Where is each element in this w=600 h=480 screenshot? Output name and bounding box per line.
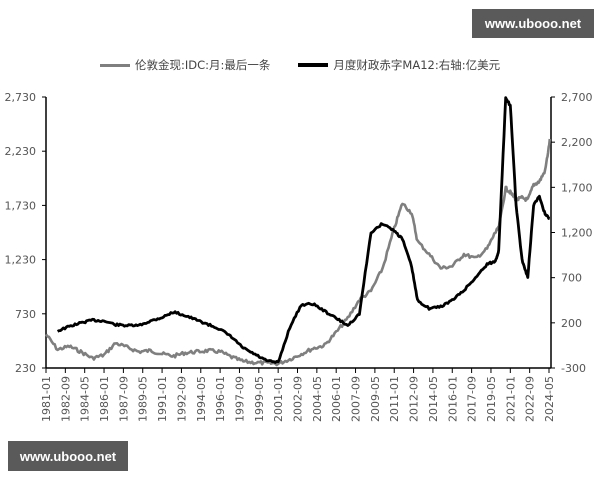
left-tick-label: 730 xyxy=(15,308,36,321)
x-tick-label: 1997-09 xyxy=(233,376,246,422)
x-tick-label: 1999-05 xyxy=(253,376,266,422)
x-tick-label: 2016-01 xyxy=(446,376,459,422)
right-tick-label: 2,200 xyxy=(561,136,593,149)
legend-label-deficit: 月度财政赤字MA12:右轴:亿美元 xyxy=(333,58,501,72)
right-tick-label: 1,200 xyxy=(561,227,593,240)
right-tick-label: 2,700 xyxy=(561,91,593,104)
x-tick-label: 1992-09 xyxy=(175,376,188,422)
x-tick-label: 1982-09 xyxy=(59,376,72,422)
x-tick-label: 1994-05 xyxy=(195,376,208,422)
x-tick-label: 1986-01 xyxy=(98,376,111,422)
legend-swatch-deficit xyxy=(298,63,329,67)
left-tick-label: 230 xyxy=(15,362,36,375)
x-tick-label: 2001-01 xyxy=(272,376,285,422)
gold-price-line xyxy=(44,138,552,367)
x-tick-label: 1996-01 xyxy=(214,376,227,422)
x-tick-label: 2021-01 xyxy=(504,376,517,422)
left-tick-label: 2,730 xyxy=(5,91,37,104)
x-tick-label: 1987-09 xyxy=(117,376,130,422)
fiscal-deficit-line xyxy=(56,96,551,364)
left-tick-label: 1,730 xyxy=(5,199,37,212)
x-tick-label: 2019-05 xyxy=(485,376,498,422)
legend-label-gold: 伦敦金现:IDC:月:最后一条 xyxy=(135,58,271,72)
plot-lines xyxy=(44,96,552,367)
x-tick-label: 2024-05 xyxy=(543,376,556,422)
x-tick-label: 1984-05 xyxy=(79,376,92,422)
legend-swatch-gold xyxy=(100,63,130,67)
watermark-top: www.ubooo.net xyxy=(472,9,594,38)
right-tick-label: 700 xyxy=(561,272,582,285)
x-tick-label: 2014-05 xyxy=(427,376,440,422)
x-tick-label: 2004-05 xyxy=(311,376,324,422)
x-tick-label: 2009-05 xyxy=(369,376,382,422)
x-tick-label: 1991-01 xyxy=(156,376,169,422)
x-tick-label: 2017-09 xyxy=(466,376,479,422)
axes: 230 730 1,230 1,730 2,230 2,730 -300 200 700 1,20… xyxy=(5,91,593,422)
left-tick-label: 2,230 xyxy=(5,145,37,158)
chart-legend: 伦敦金现:IDC:月:最后一条 月度财政赤字MA12:右轴:亿美元 xyxy=(100,57,528,73)
left-tick-label: 1,230 xyxy=(5,254,37,267)
legend-item-deficit: 月度财政赤字MA12:右轴:亿美元 xyxy=(298,57,500,73)
x-tick-label: 2022-09 xyxy=(524,376,537,422)
right-tick-label: -300 xyxy=(561,362,586,375)
x-tick-label: 2002-09 xyxy=(292,376,305,422)
x-tick-label: 1981-01 xyxy=(40,376,53,422)
x-tick-label: 2007-09 xyxy=(350,376,363,422)
watermark-bottom: www.ubooo.net xyxy=(8,441,128,471)
right-tick-label: 1,700 xyxy=(561,181,593,194)
x-tick-label: 2006-01 xyxy=(330,376,343,422)
legend-item-gold: 伦敦金现:IDC:月:最后一条 xyxy=(100,57,270,73)
x-tick-label: 2011-01 xyxy=(388,376,401,422)
x-tick-label: 1989-05 xyxy=(137,376,150,422)
right-tick-label: 200 xyxy=(561,317,582,330)
x-tick-label: 2012-09 xyxy=(408,376,421,422)
